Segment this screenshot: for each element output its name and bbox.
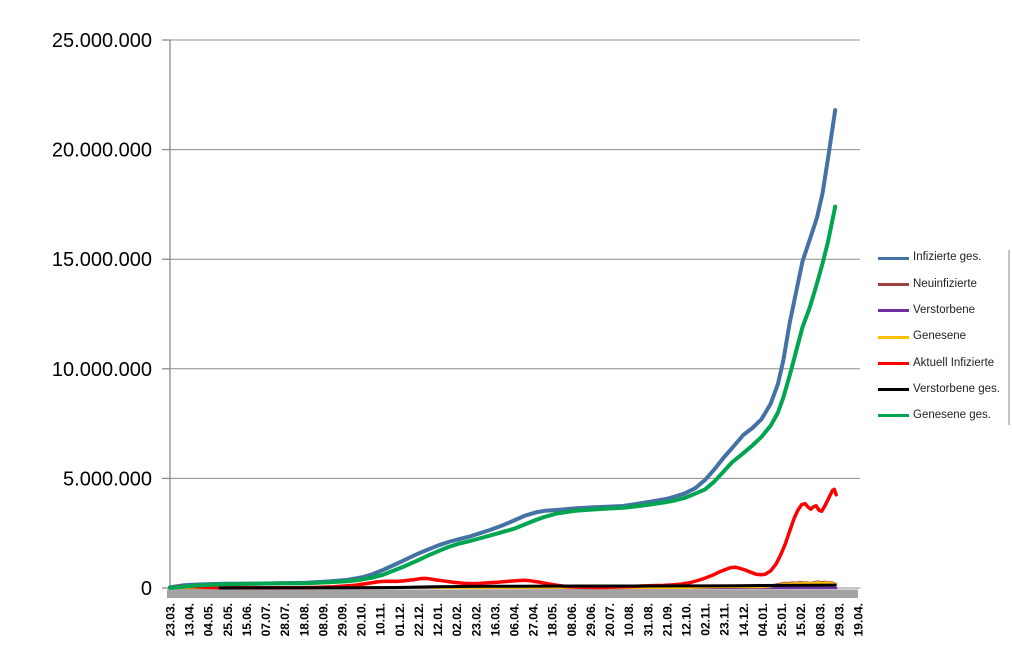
series-line-aktuell-infizierte — [168, 487, 838, 590]
x-axis-label: 20.07. — [603, 603, 617, 636]
legend-item-infizierte-ges[interactable]: Infizierte ges. — [878, 245, 1000, 271]
legend-line-sample — [878, 361, 909, 365]
x-axis-label: 18.08. — [297, 603, 311, 636]
legend-label: Aktuell Infizierte — [913, 356, 995, 369]
x-axis-label: 02.11. — [699, 603, 713, 636]
series-line-infizierte-ges — [168, 108, 838, 590]
y-axis-label: 15.000.000 — [52, 249, 152, 271]
x-axis-label: 22.12. — [412, 603, 426, 636]
legend-item-aktuell-infizierte[interactable]: Aktuell Infizierte — [878, 350, 1000, 376]
legend-line-sample — [878, 388, 909, 392]
x-axis-label: 08.03. — [813, 603, 827, 636]
y-axis-label: 25.000.000 — [52, 30, 152, 52]
legend-label: Infizierte ges. — [913, 251, 982, 264]
x-axis-label: 02.02. — [450, 603, 464, 636]
legend-line-sample — [878, 256, 909, 260]
x-axis-label: 25.05. — [221, 603, 235, 636]
series-line-verstorbene-ges — [218, 583, 837, 590]
x-axis-label: 23.02. — [469, 603, 483, 636]
x-axis-label: 15.02. — [794, 603, 808, 636]
legend-label: Neuinfizierte — [913, 277, 977, 290]
x-axis-label: 27.04. — [527, 603, 541, 636]
x-axis-label: 29.03. — [832, 603, 846, 636]
x-axis-label: 10.08. — [622, 603, 636, 636]
x-axis-label: 12.10. — [680, 603, 694, 636]
y-axis-labels: 25.000.000 20.000.000 15.000.000 10.000.000… — [52, 30, 152, 600]
x-axis-label: 29.09. — [336, 603, 350, 636]
gridlines — [162, 39, 860, 589]
x-axis-label: 19.04. — [852, 603, 866, 636]
legend-item-verstorbene-ges[interactable]: Verstorbene ges. — [878, 376, 1000, 402]
legend-label: Genesene — [913, 330, 967, 343]
legend-line-sample — [878, 414, 909, 418]
right-edge-line — [1008, 250, 1010, 425]
legend-item-neuinfizierte[interactable]: Neuinfizierte — [878, 271, 1000, 297]
x-axis-label: 04.05. — [202, 603, 216, 636]
legend-item-genesene[interactable]: Genesene — [878, 324, 1000, 350]
x-axis-label: 31.08. — [641, 603, 655, 636]
x-axis-label: 13.04. — [183, 603, 197, 636]
x-axis-label: 14.12. — [737, 603, 751, 636]
x-axis-label: 04.01. — [756, 603, 770, 636]
legend-label: Verstorbene — [913, 303, 976, 316]
x-axis-label: 21.09. — [660, 603, 674, 636]
legend-item-genesene-ges[interactable]: Genesene ges. — [878, 403, 1000, 429]
legend-label: Genesene ges. — [913, 409, 992, 422]
x-axis-baseline-bar — [167, 589, 858, 598]
x-axis-label: 29.06. — [584, 603, 598, 636]
series-line-genesene-ges — [168, 204, 838, 590]
legend-line-sample — [878, 309, 909, 313]
x-axis-label: 07.07. — [259, 603, 273, 636]
legend-line-sample — [878, 282, 909, 286]
x-axis-label: 18.05. — [546, 603, 560, 636]
legend-line-sample — [878, 335, 909, 339]
x-axis-labels: 23.03. 13.04. 04.05. 25.05. 15.06. 07.07. 28.0… — [164, 603, 866, 636]
x-axis-label: 25.01. — [775, 603, 789, 636]
series-lines — [168, 108, 838, 590]
legend-item-verstorbene[interactable]: Verstorbene — [878, 298, 1000, 324]
x-axis-label: 06.04. — [508, 603, 522, 636]
y-axis-label: 20.000.000 — [52, 140, 152, 162]
axes — [167, 40, 858, 598]
x-axis-label: 08.06. — [565, 603, 579, 636]
x-axis-label: 28.07. — [278, 603, 292, 636]
x-axis-label: 01.12. — [393, 603, 407, 636]
y-axis-label: 5.000.000 — [63, 468, 152, 490]
x-axis-label: 23.11. — [718, 603, 732, 636]
x-axis-label: 23.03. — [164, 603, 178, 636]
x-axis-label: 15.06. — [240, 603, 254, 636]
y-axis-label: 10.000.000 — [52, 359, 152, 381]
x-axis-label: 08.09. — [316, 603, 330, 636]
legend-label: Verstorbene ges. — [913, 382, 1000, 395]
x-axis-label: 10.11. — [374, 603, 388, 636]
x-axis-label: 12.01. — [431, 603, 445, 636]
y-axis-label: 0 — [141, 578, 152, 600]
chart-legend: Infizierte ges. Neuinfizierte Verstorbene G… — [878, 245, 1000, 429]
x-axis-label: 20.10. — [355, 603, 369, 636]
x-axis-label: 16.03. — [488, 603, 502, 636]
